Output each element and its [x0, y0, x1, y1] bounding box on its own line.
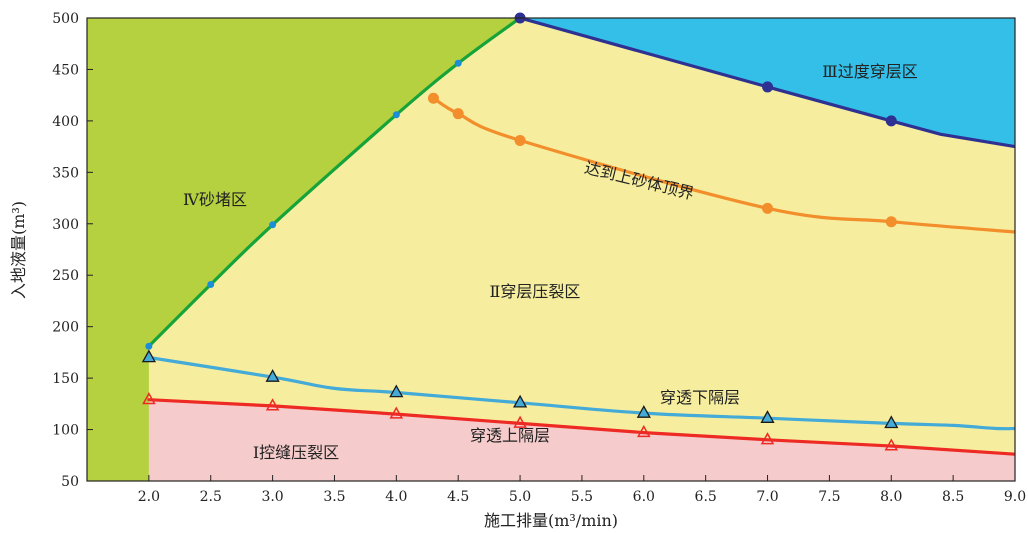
y-tick-label: 400	[52, 114, 79, 130]
lower-point	[265, 369, 280, 382]
sand-point	[392, 111, 400, 119]
upper-point	[142, 392, 156, 405]
y-tick-label: 500	[52, 11, 79, 27]
y-tick-label: 450	[52, 62, 79, 78]
sand-point	[145, 342, 153, 350]
x-tick-label: 8.5	[942, 489, 964, 505]
x-tick-label: 5.0	[509, 489, 531, 505]
x-tick-label: 7.0	[756, 489, 778, 505]
sand-point	[207, 280, 215, 288]
transition-point	[885, 115, 897, 127]
x-axis-label: 施工排量(m³/min)	[484, 511, 618, 530]
lower-point	[512, 394, 528, 408]
region-label-ii: Ⅱ穿层压裂区	[490, 282, 581, 301]
sand-point	[269, 221, 277, 229]
top-point	[762, 202, 774, 214]
x-tick-label: 8.0	[880, 489, 902, 505]
x-tick-label: 3.5	[323, 489, 345, 505]
lower-point	[141, 349, 157, 363]
lower-point	[389, 384, 404, 398]
y-tick-label: 300	[52, 217, 79, 233]
region-iv	[87, 18, 521, 481]
y-tick-label: 100	[52, 423, 79, 439]
upper-curve	[147, 398, 1015, 456]
upper-point	[637, 424, 651, 438]
x-tick-label: 4.5	[447, 489, 469, 505]
y-tick-label: 150	[52, 371, 79, 387]
upper-point	[513, 415, 527, 428]
y-tick-label: 350	[52, 165, 79, 181]
top-point	[427, 92, 439, 104]
lower-curve	[147, 355, 1015, 431]
curve-label-upper: 穿透上隔层	[470, 426, 550, 445]
upper-point	[265, 398, 280, 411]
region-label-iii: Ⅲ过度穿层区	[822, 62, 917, 81]
top-point	[514, 134, 526, 146]
region-i	[148, 399, 1015, 481]
x-tick-label: 6.0	[633, 489, 655, 505]
y-tick-label: 200	[52, 320, 79, 336]
transition-point	[762, 81, 774, 93]
x-tick-label: 9.0	[1004, 489, 1026, 505]
region-label-i: Ⅰ控缝压裂区	[253, 443, 339, 462]
y-axis-label: 入地液量(m³)	[9, 201, 28, 299]
top-point	[885, 216, 897, 228]
x-tick-label: 4.0	[385, 489, 407, 505]
lower-point	[636, 405, 651, 418]
y-tick-label: 50	[61, 474, 79, 490]
top-point	[452, 108, 464, 120]
y-tick-label: 250	[52, 268, 79, 284]
x-tick-label: 2.5	[200, 489, 222, 505]
sand-point	[454, 59, 462, 67]
x-tick-label: 7.5	[818, 489, 840, 505]
upper-point	[760, 432, 775, 445]
lower-point	[760, 410, 775, 423]
curve-label-lower: 穿透下隔层	[660, 388, 740, 407]
plot-frame	[86, 17, 1016, 482]
region-label-iv: Ⅳ砂堵区	[183, 190, 247, 209]
upper-point	[884, 438, 899, 451]
x-tick-label: 5.5	[571, 489, 593, 505]
x-tick-label: 6.5	[695, 489, 717, 505]
upper-point	[389, 406, 404, 419]
x-tick-label: 3.0	[261, 489, 283, 505]
lower-point	[884, 415, 899, 429]
x-tick-label: 2.0	[138, 489, 160, 505]
